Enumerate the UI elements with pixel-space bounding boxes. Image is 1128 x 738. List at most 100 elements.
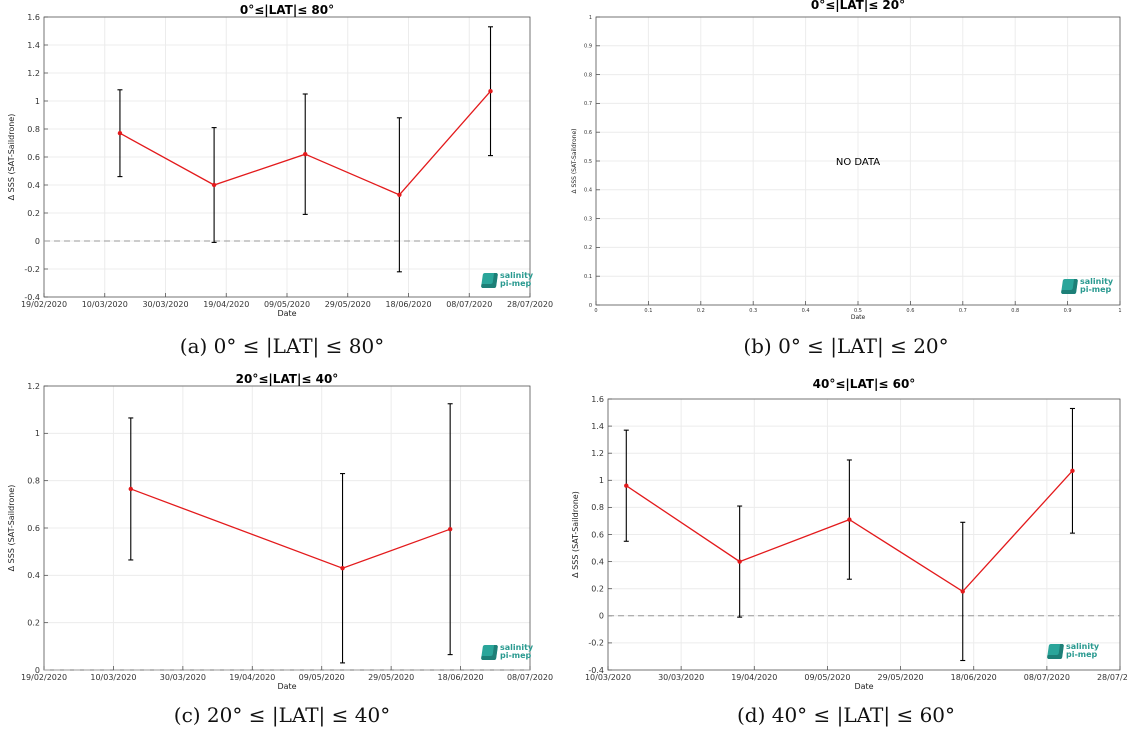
- chart-title: 20°≤|LAT|≤ 40°: [236, 372, 339, 386]
- y-tick-label: 1: [589, 15, 592, 21]
- x-tick-label: 08/07/2020: [507, 673, 553, 682]
- logo-line1: salinity: [1066, 642, 1100, 651]
- x-tick-label: 09/05/2020: [264, 300, 310, 309]
- logo-icon: [1060, 278, 1079, 294]
- data-point: [960, 589, 965, 594]
- y-tick-label: 0.5: [584, 159, 592, 165]
- y-tick-label: 0.3: [584, 216, 592, 222]
- caption-d: (d) 40° ≤ |LAT| ≤ 60°: [736, 703, 956, 727]
- x-tick-label: 30/03/2020: [658, 673, 704, 682]
- y-tick-label: 1.6: [27, 13, 40, 22]
- data-point: [624, 483, 629, 488]
- x-tick-label: 18/06/2020: [951, 673, 997, 682]
- data-point: [303, 152, 308, 157]
- salinity-pimep-logo: salinity pi-mep: [1060, 278, 1113, 294]
- logo-line2: pi-mep: [500, 651, 532, 660]
- x-tick-label: 0.7: [959, 308, 967, 314]
- y-tick-label: 0.7: [584, 101, 592, 107]
- logo-line1: salinity: [500, 271, 534, 280]
- x-tick-label: 0.5: [854, 308, 862, 314]
- x-tick-label: 19/04/2020: [731, 673, 777, 682]
- y-tick-label: 0.6: [584, 130, 592, 136]
- data-point: [847, 517, 852, 522]
- x-tick-label: 0.4: [802, 308, 810, 314]
- x-tick-label: 0.1: [644, 308, 652, 314]
- chart-title: 0°≤|LAT|≤ 20°: [811, 0, 905, 12]
- caption-c: (c) 20° ≤ |LAT| ≤ 40°: [173, 703, 391, 727]
- y-tick-label: 0: [599, 612, 604, 621]
- salinity-pimep-logo: salinity pi-mep: [480, 271, 534, 288]
- panel-c: 19/02/2020 10/03/2020 30/03/2020 19/04/2020…: [0, 369, 564, 738]
- x-tick-label: 30/03/2020: [160, 673, 206, 682]
- y-tick-label: 0.9: [584, 44, 592, 50]
- data-point: [211, 182, 217, 188]
- logo-icon: [1046, 643, 1065, 659]
- x-tick-label: 29/05/2020: [878, 673, 924, 682]
- x-tick-label: 18/06/2020: [385, 300, 431, 309]
- x-tick-label: 1: [1118, 308, 1121, 314]
- panel-a: 19/02/2020 10/03/2020 30/03/2020 19/04/2020…: [0, 0, 564, 369]
- x-tick-label: 18/06/2020: [438, 673, 484, 682]
- x-tick-label: 0.3: [749, 308, 757, 314]
- x-tick-label: 29/05/2020: [368, 673, 414, 682]
- x-tick-label: 08/07/2020: [1024, 673, 1070, 682]
- data-point: [447, 526, 453, 532]
- x-tick-label: 30/03/2020: [142, 300, 188, 309]
- panel-d: 10/03/2020 30/03/2020 19/04/2020 09/05/2020…: [564, 369, 1128, 738]
- x-tick-label: 19/04/2020: [229, 673, 275, 682]
- x-axis-label: Date: [854, 682, 873, 691]
- chart-b: 0 0.1 0.2 0.3 0.4 0.5 0.6 0.7 0.8 0.9 1 0 0.1 0.2 0.3 0…: [571, 0, 1122, 321]
- logo-icon: [480, 644, 499, 660]
- x-tick-label: 10/03/2020: [585, 673, 631, 682]
- y-axis-label: Δ SSS (SAT-Saildrone): [7, 114, 16, 201]
- data-point: [1070, 468, 1075, 474]
- x-tick-label: 0: [594, 308, 597, 314]
- y-axis-label: Δ SSS (SAT-Saildrone): [571, 491, 580, 578]
- y-tick-label: 1.2: [27, 382, 40, 391]
- y-tick-label: 0.4: [27, 571, 40, 580]
- y-tick-label: 1.4: [27, 41, 40, 50]
- y-tick-label: 1.2: [591, 449, 604, 458]
- y-tick-label: -0.4: [588, 666, 604, 675]
- chart-c: 19/02/2020 10/03/2020 30/03/2020 19/04/2020…: [7, 372, 553, 691]
- y-tick-label: 0.4: [591, 557, 604, 566]
- logo-line2: pi-mep: [500, 279, 532, 288]
- x-axis-label: Date: [277, 682, 296, 691]
- logo-line1: salinity: [500, 643, 534, 652]
- x-tick-label: 0.2: [697, 308, 705, 314]
- x-tick-label: 19/04/2020: [203, 300, 249, 309]
- y-tick-label: 1.2: [27, 69, 40, 78]
- y-tick-label: 0.2: [27, 618, 40, 627]
- y-tick-label: 0.6: [27, 153, 40, 162]
- chart-a: 19/02/2020 10/03/2020 30/03/2020 19/04/2020…: [7, 3, 553, 318]
- data-point: [340, 566, 345, 571]
- series-line: [130, 488, 451, 569]
- no-data-annotation: NO DATA: [836, 157, 880, 168]
- x-axis-label: Date: [851, 314, 866, 321]
- y-tick-label: 1: [35, 429, 40, 438]
- x-tick-label: 0.9: [1064, 308, 1072, 314]
- chart-title: 0°≤|LAT|≤ 80°: [240, 3, 334, 17]
- x-tick-label: 19/02/2020: [21, 300, 67, 309]
- y-tick-label: 0.2: [591, 585, 604, 594]
- x-tick-label: 09/05/2020: [804, 673, 850, 682]
- x-tick-label: 29/05/2020: [325, 300, 371, 309]
- salinity-pimep-logo: salinity pi-mep: [480, 643, 534, 660]
- y-tick-label: -0.2: [24, 265, 40, 274]
- y-tick-label: 0: [589, 303, 592, 309]
- logo-line2: pi-mep: [1080, 285, 1112, 294]
- y-tick-label: 0.6: [591, 530, 604, 539]
- y-tick-label: 1: [35, 97, 40, 106]
- chart-d: 10/03/2020 30/03/2020 19/04/2020 09/05/2020…: [571, 377, 1128, 691]
- y-tick-label: 0.1: [584, 274, 592, 280]
- data-point: [397, 192, 402, 197]
- y-tick-label: 0.6: [27, 524, 40, 533]
- data-point: [128, 486, 133, 492]
- chart-title: 40°≤|LAT|≤ 60°: [813, 377, 916, 391]
- y-tick-label: 1.6: [591, 395, 604, 404]
- logo-icon: [480, 272, 499, 288]
- x-tick-label: 19/02/2020: [21, 673, 67, 682]
- x-tick-label: 0.6: [906, 308, 914, 314]
- y-tick-label: 0: [35, 666, 40, 675]
- y-tick-label: 1.4: [591, 422, 604, 431]
